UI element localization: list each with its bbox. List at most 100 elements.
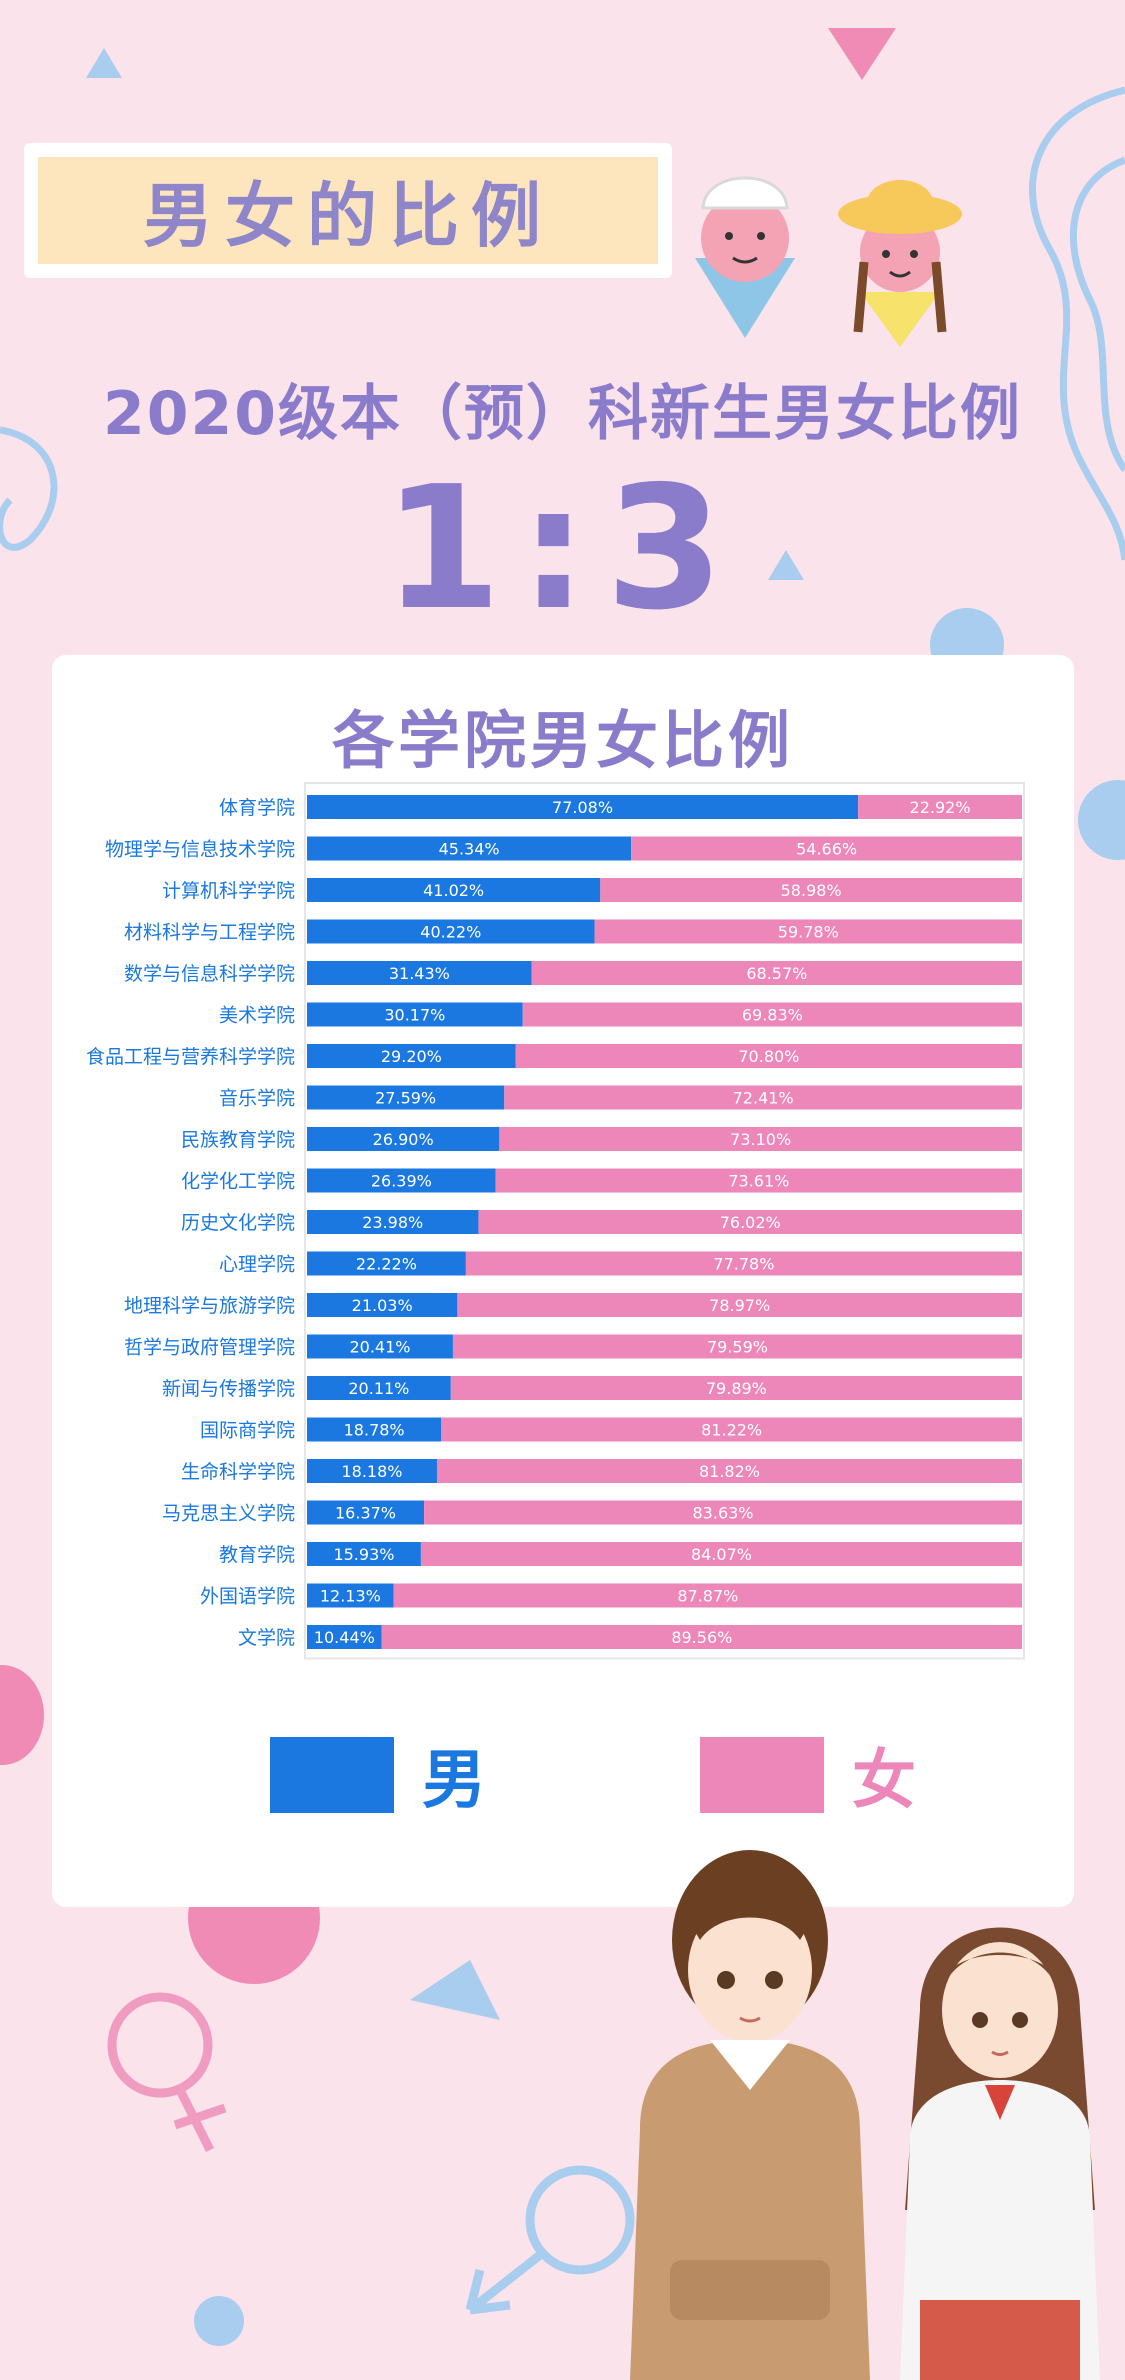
bar-female [478,1210,1022,1234]
bar-female [631,836,1022,861]
bar-female [499,1127,1023,1151]
data-label-female: 89.56% [671,1628,732,1647]
bar-male [307,836,632,861]
data-label-male: 21.03% [352,1296,413,1315]
data-label-female: 78.97% [709,1296,770,1315]
data-label-female: 54.66% [796,840,857,859]
category-label: 民族教育学院 [181,1129,295,1151]
bar-male [307,919,595,944]
bar-female [381,1625,1022,1649]
bar-male [307,1583,394,1608]
data-label-female: 70.80% [738,1047,799,1066]
category-label: 食品工程与营养科学学院 [86,1046,295,1068]
bar-male [307,1500,425,1525]
data-label-male: 20.41% [349,1338,410,1357]
bar-male [307,1542,421,1566]
bar-male [307,1293,458,1317]
category-label: 数学与信息科学学院 [124,963,295,985]
bar-female [504,1085,1022,1110]
data-label-male: 30.17% [384,1006,445,1025]
bar-female [450,1376,1022,1400]
bar-female [420,1542,1022,1566]
data-label-female: 72.41% [733,1089,794,1108]
plot-frame [304,782,1025,1660]
category-label: 新闻与传播学院 [162,1378,295,1400]
data-label-male: 41.02% [423,881,484,900]
pink-triangle-decoration [828,28,896,80]
bar-female [522,1002,1022,1027]
chart-title: 各学院男女比例 [331,704,794,777]
blue-triangle-decoration [86,48,122,78]
data-label-male: 45.34% [439,840,500,859]
data-label-male: 18.78% [344,1421,405,1440]
bar-male [307,878,601,902]
category-label: 音乐学院 [219,1088,295,1110]
category-label: 化学化工学院 [181,1171,295,1193]
data-label-female: 81.82% [699,1462,760,1481]
legend-male-label: 男 [422,1744,486,1818]
chart-card: 各学院男女比例 体育学院 77.08% 22.92% 物理学与信息技术学院 45.34%… [52,655,1074,1907]
bar-male [307,1334,453,1359]
data-label-male: 12.13% [320,1587,381,1606]
bar-male [307,1085,505,1110]
bar-male [307,1210,479,1234]
bar-female [495,1168,1023,1193]
data-label-male: 23.98% [362,1213,423,1232]
category-label: 体育学院 [219,797,295,819]
header-label-box: 男女的比例 [24,143,672,278]
anime-boy-illustration [630,1850,870,2380]
bar-female [457,1293,1022,1317]
bar-male [307,1127,500,1151]
bar-female [858,795,1022,819]
category-label: 历史文化学院 [181,1212,295,1234]
blue-triangle-decoration [768,550,804,580]
bar-male [307,1625,382,1649]
bar-female [441,1417,1023,1442]
category-label: 生命科学学院 [181,1461,295,1483]
category-label: 物理学与信息技术学院 [105,839,295,861]
data-label-female: 73.61% [728,1172,789,1191]
bar-female [424,1500,1022,1525]
cartoon-boy-head-illustration [695,176,795,338]
bar-female [594,919,1022,944]
bar-female [531,961,1022,985]
bar-male [307,1168,496,1193]
data-label-male: 77.08% [552,798,613,817]
category-label: 美术学院 [219,1005,295,1027]
cartoon-girl-head-illustration [838,180,962,347]
bar-female [436,1459,1022,1483]
data-label-male: 10.44% [314,1628,375,1647]
data-label-male: 26.90% [373,1130,434,1149]
data-label-male: 27.59% [375,1089,436,1108]
category-label: 马克思主义学院 [162,1503,295,1525]
data-label-male: 29.20% [381,1047,442,1066]
ratio-value: 1:3 [383,450,742,648]
data-label-male: 16.37% [335,1504,396,1523]
category-label: 教育学院 [219,1544,295,1566]
category-label: 材料科学与工程学院 [124,922,295,944]
bar-male [307,1376,451,1400]
data-label-female: 87.87% [677,1587,738,1606]
category-label: 地理科学与旅游学院 [124,1295,295,1317]
data-label-male: 31.43% [389,964,450,983]
data-label-female: 81.22% [701,1421,762,1440]
data-label-female: 79.59% [707,1338,768,1357]
data-label-male: 20.11% [348,1379,409,1398]
bar-male [307,961,532,985]
category-label: 国际商学院 [200,1420,295,1442]
data-label-female: 76.02% [720,1213,781,1232]
bar-female [515,1044,1022,1068]
data-label-female: 77.78% [713,1255,774,1274]
subtitle: 2020级本（预）科新生男女比例 [103,379,1022,449]
bar-female [465,1251,1022,1276]
data-label-female: 83.63% [693,1504,754,1523]
legend-female-label: 女 [852,1744,916,1818]
bar-male [307,795,859,819]
data-label-male: 26.39% [371,1172,432,1191]
data-label-female: 69.83% [742,1006,803,1025]
data-label-female: 73.10% [730,1130,791,1149]
bar-male [307,1251,466,1276]
bar-male [307,1044,516,1068]
